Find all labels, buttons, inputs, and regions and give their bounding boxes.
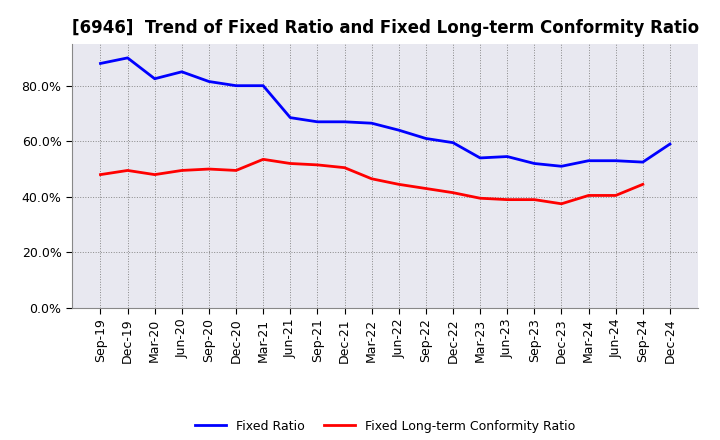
Fixed Long-term Conformity Ratio <box>476 196 485 201</box>
Fixed Ratio <box>232 83 240 88</box>
Fixed Ratio <box>150 76 159 81</box>
Fixed Ratio <box>96 61 105 66</box>
Fixed Ratio <box>286 115 294 120</box>
Fixed Long-term Conformity Ratio <box>421 186 430 191</box>
Fixed Ratio <box>204 79 213 84</box>
Fixed Ratio <box>341 119 349 125</box>
Fixed Long-term Conformity Ratio <box>259 157 268 162</box>
Fixed Ratio <box>395 128 403 133</box>
Fixed Long-term Conformity Ratio <box>449 190 457 195</box>
Fixed Long-term Conformity Ratio <box>123 168 132 173</box>
Fixed Ratio <box>449 140 457 145</box>
Fixed Long-term Conformity Ratio <box>178 168 186 173</box>
Fixed Long-term Conformity Ratio <box>530 197 539 202</box>
Fixed Long-term Conformity Ratio <box>232 168 240 173</box>
Fixed Ratio <box>503 154 511 159</box>
Fixed Ratio <box>611 158 620 163</box>
Fixed Long-term Conformity Ratio <box>395 182 403 187</box>
Fixed Ratio <box>367 121 376 126</box>
Fixed Long-term Conformity Ratio <box>341 165 349 170</box>
Fixed Long-term Conformity Ratio <box>584 193 593 198</box>
Line: Fixed Ratio: Fixed Ratio <box>101 58 670 166</box>
Fixed Ratio <box>476 155 485 161</box>
Fixed Long-term Conformity Ratio <box>286 161 294 166</box>
Fixed Long-term Conformity Ratio <box>503 197 511 202</box>
Line: Fixed Long-term Conformity Ratio: Fixed Long-term Conformity Ratio <box>101 159 643 204</box>
Fixed Ratio <box>639 159 647 165</box>
Fixed Long-term Conformity Ratio <box>611 193 620 198</box>
Fixed Ratio <box>178 69 186 74</box>
Fixed Ratio <box>123 55 132 61</box>
Fixed Long-term Conformity Ratio <box>367 176 376 181</box>
Fixed Long-term Conformity Ratio <box>96 172 105 177</box>
Fixed Ratio <box>530 161 539 166</box>
Fixed Ratio <box>259 83 268 88</box>
Fixed Long-term Conformity Ratio <box>557 201 566 206</box>
Fixed Long-term Conformity Ratio <box>313 162 322 168</box>
Legend: Fixed Ratio, Fixed Long-term Conformity Ratio: Fixed Ratio, Fixed Long-term Conformity … <box>190 414 580 437</box>
Title: [6946]  Trend of Fixed Ratio and Fixed Long-term Conformity Ratio: [6946] Trend of Fixed Ratio and Fixed Lo… <box>71 19 699 37</box>
Fixed Ratio <box>584 158 593 163</box>
Fixed Ratio <box>421 136 430 141</box>
Fixed Long-term Conformity Ratio <box>150 172 159 177</box>
Fixed Long-term Conformity Ratio <box>204 166 213 172</box>
Fixed Ratio <box>665 141 674 147</box>
Fixed Ratio <box>557 164 566 169</box>
Fixed Ratio <box>313 119 322 125</box>
Fixed Long-term Conformity Ratio <box>639 182 647 187</box>
